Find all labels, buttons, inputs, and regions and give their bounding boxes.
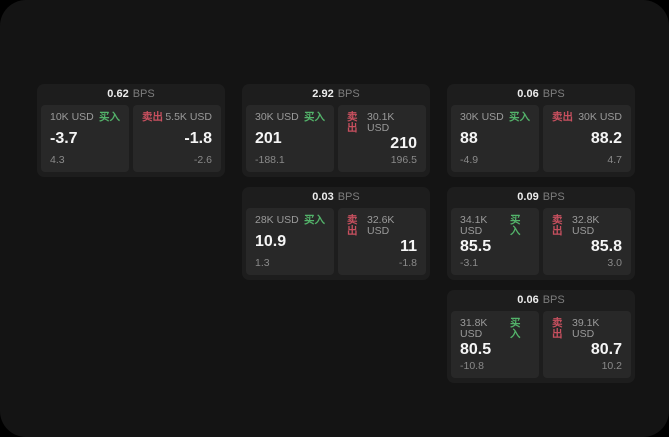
sell-label: 卖出 [347,214,358,237]
sell-sub-value: 10.2 [601,359,622,372]
buy-amount: 30K USD [255,111,299,123]
buy-amount: 31.8K USD [460,317,488,340]
sell-amount: 32.6K USD [366,214,395,237]
sell-amount: 32.8K USD [571,214,600,237]
sell-amount: 39.1K USD [571,317,600,340]
buy-sub-value: -4.9 [460,153,479,166]
buy-price: 10.9 [255,232,287,250]
card-header: 0.03 BPS [242,187,430,208]
bps-value: 0.06 [517,294,539,306]
buy-panel[interactable]: 30K USD 买入 88 -4.9 [451,105,539,172]
buy-price: 85.5 [460,237,492,255]
quote-card-4: 0.03 BPS 28K USD 买入 10.9 1.3 卖出 32.6K US… [242,187,430,280]
buy-panel[interactable]: 10K USD 买入 -3.7 4.3 [41,105,129,172]
sell-panel[interactable]: 卖出 30.1K USD 210 196.5 [338,105,426,172]
sell-panel[interactable]: 卖出 32.8K USD 85.8 3.0 [543,208,631,275]
sell-price: 85.8 [590,237,622,255]
buy-amount: 10K USD [50,111,94,123]
sell-amount: 5.5K USD [165,111,212,123]
sell-price: -1.8 [184,129,212,147]
buy-label: 买入 [510,317,521,340]
quote-card-1: 0.62 BPS 10K USD 买入 -3.7 4.3 卖出 5.5K USD… [37,84,225,177]
buy-panel[interactable]: 30K USD 买入 201 -188.1 [246,105,334,172]
sell-panel[interactable]: 卖出 39.1K USD 80.7 10.2 [543,311,631,378]
card-header: 0.06 BPS [447,290,635,311]
buy-panel[interactable]: 31.8K USD 买入 80.5 -10.8 [451,311,539,378]
sell-price: 11 [400,237,417,255]
buy-sub-value: -188.1 [255,153,285,166]
bps-value: 0.62 [107,88,129,100]
sell-label: 卖出 [142,111,163,123]
quote-card-5: 0.09 BPS 34.1K USD 买入 85.5 -3.1 卖出 32.8K… [447,187,635,280]
buy-panel[interactable]: 34.1K USD 买入 85.5 -3.1 [451,208,539,275]
quote-card-2: 2.92 BPS 30K USD 买入 201 -188.1 卖出 30.1K … [242,84,430,177]
buy-panel[interactable]: 28K USD 买入 10.9 1.3 [246,208,334,275]
quote-card-6: 0.06 BPS 31.8K USD 买入 80.5 -10.8 卖出 39.1… [447,290,635,383]
bps-unit-label: BPS [337,88,360,100]
buy-amount: 34.1K USD [460,214,488,237]
buy-price: 201 [255,129,282,147]
bps-value: 2.92 [312,88,334,100]
card-header: 0.09 BPS [447,187,635,208]
buy-sub-value: 1.3 [255,256,270,269]
bps-value: 0.03 [312,191,334,203]
bps-unit-label: BPS [337,191,360,203]
buy-label: 买入 [510,214,521,237]
sell-sub-value: 4.7 [607,153,622,166]
buy-sub-value: -10.8 [460,359,484,372]
sell-panel[interactable]: 卖出 5.5K USD -1.8 -2.6 [133,105,221,172]
sell-amount: 30.1K USD [366,111,395,134]
sell-label: 卖出 [552,214,563,237]
quote-card-3: 0.06 BPS 30K USD 买入 88 -4.9 卖出 30K USD 8… [447,84,635,177]
buy-amount: 28K USD [255,214,299,226]
sell-amount: 30K USD [578,111,622,123]
sell-sub-value: -2.6 [193,153,212,166]
sell-sub-value: 196.5 [390,153,417,166]
sell-price: 88.2 [590,129,622,147]
sell-panel[interactable]: 卖出 32.6K USD 11 -1.8 [338,208,426,275]
sell-panel[interactable]: 卖出 30K USD 88.2 4.7 [543,105,631,172]
sell-label: 卖出 [347,111,358,134]
buy-price: 80.5 [460,340,492,358]
buy-label: 买入 [99,111,120,123]
buy-sub-value: -3.1 [460,256,479,269]
buy-label: 买入 [509,111,530,123]
bps-value: 0.09 [517,191,539,203]
sell-price: 210 [390,134,417,152]
buy-amount: 30K USD [460,111,504,123]
bps-unit-label: BPS [542,191,565,203]
buy-price: -3.7 [50,129,78,147]
bps-unit-label: BPS [542,88,565,100]
buy-price: 88 [460,129,478,147]
sell-label: 卖出 [552,317,563,340]
bps-unit-label: BPS [542,294,565,306]
sell-label: 卖出 [552,111,573,123]
buy-label: 买入 [304,111,325,123]
buy-label: 买入 [304,214,325,226]
sell-price: 80.7 [590,340,622,358]
card-header: 0.06 BPS [447,84,635,105]
sell-sub-value: 3.0 [607,256,622,269]
bps-value: 0.06 [517,88,539,100]
card-header: 2.92 BPS [242,84,430,105]
card-header: 0.62 BPS [37,84,225,105]
sell-sub-value: -1.8 [398,256,417,269]
bps-unit-label: BPS [132,88,155,100]
buy-sub-value: 4.3 [50,153,65,166]
